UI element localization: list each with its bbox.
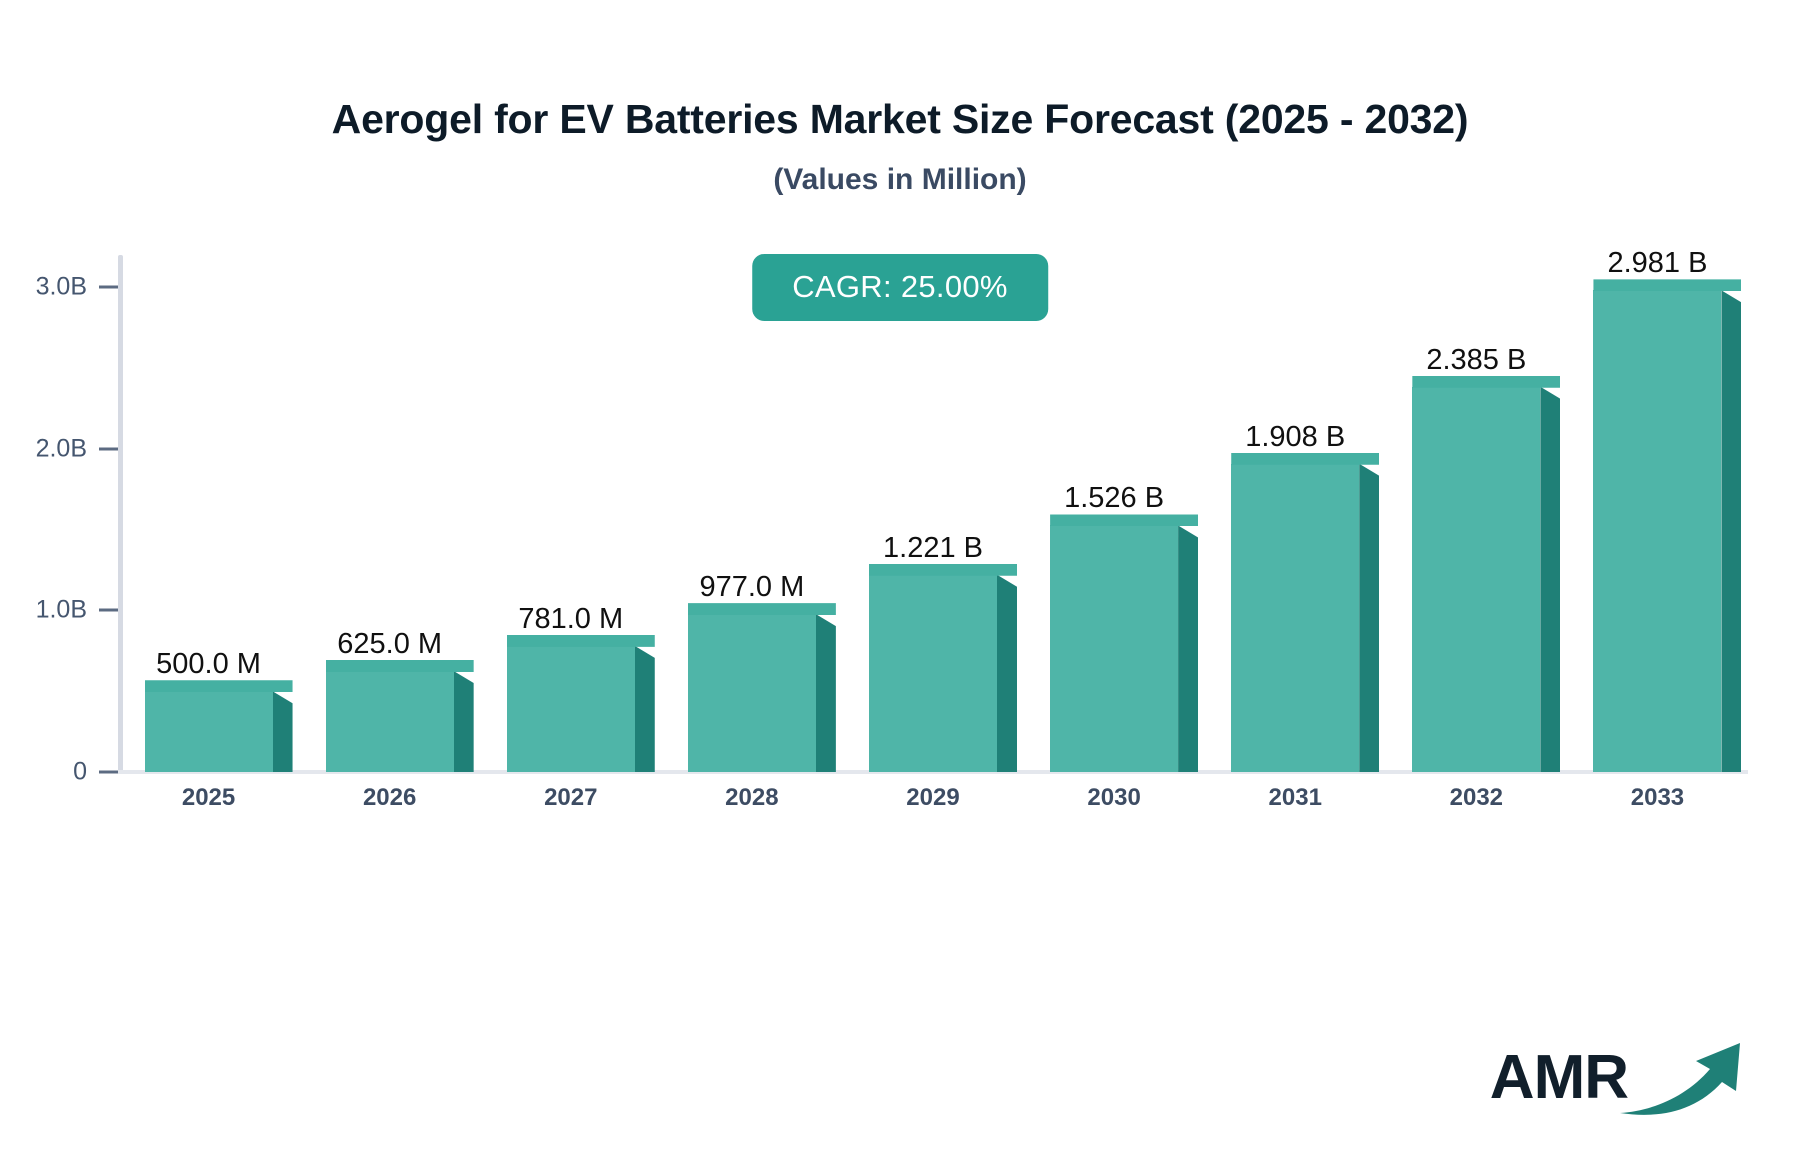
bar: 500.0 M	[144, 648, 293, 772]
bar-front-face	[325, 671, 454, 772]
bar-side-face	[1721, 290, 1742, 772]
plot-area: 500.0 M 625.0 M 781.0 M 977.0 M 1.221 B 1.526…	[36, 247, 1748, 786]
bar-top-face	[1412, 375, 1561, 388]
x-axis-tick-label: 2029	[906, 784, 960, 811]
bar-front-face	[144, 691, 273, 772]
bar-body	[1593, 279, 1742, 772]
bar-value-label: 500.0 M	[156, 648, 261, 681]
chart-title: Aerogel for EV Batteries Market Size For…	[331, 96, 1469, 142]
y-axis-tick-mark	[99, 770, 118, 774]
bar-side-face	[453, 671, 474, 772]
bar-top-face	[687, 603, 836, 616]
y-axis-tick-label: 0	[73, 757, 87, 786]
bar-value-label: 977.0 M	[699, 571, 805, 604]
bar-side-face	[997, 574, 1017, 772]
bar-series: 500.0 M 625.0 M 781.0 M 977.0 M 1.221 B 1.526…	[118, 247, 1748, 772]
chart-subtitle: (Values in Million)	[773, 163, 1027, 196]
bar-top-face	[1593, 279, 1742, 292]
y-axis-tick-mark	[99, 608, 118, 612]
x-axis-tick-label: 2033	[1630, 784, 1685, 811]
bar: 2.385 B	[1412, 344, 1561, 772]
bar-top-face	[1050, 514, 1199, 527]
bar-side-face	[272, 691, 293, 772]
bar-value-label: 2.981 B	[1607, 247, 1708, 280]
bar-front-face	[1412, 386, 1541, 772]
x-axis-tick-label: 2026	[362, 784, 417, 811]
y-axis-tick-label: 1.0B	[35, 595, 87, 624]
bar-top-face	[1231, 452, 1380, 465]
bar-body	[506, 634, 655, 772]
bar-body	[1412, 375, 1561, 772]
bar-body	[1050, 514, 1199, 772]
x-axis-tick-label: 2031	[1268, 784, 1322, 811]
bar-top-face	[506, 634, 655, 647]
bar-side-face	[1540, 386, 1561, 772]
bar-body	[687, 603, 836, 772]
bar-value-label: 2.385 B	[1426, 343, 1527, 376]
bar-top-face	[144, 680, 293, 693]
y-axis-tick: 3.0B	[1, 273, 118, 302]
x-axis-tick-label: 2025	[181, 784, 236, 811]
bar: 977.0 M	[687, 571, 836, 772]
bar-body	[144, 680, 293, 772]
bar-value-label: 625.0 M	[337, 628, 443, 661]
growth-arrow-icon	[1618, 1039, 1748, 1122]
y-axis-tick-mark	[99, 447, 118, 451]
bar: 1.908 B	[1231, 421, 1380, 772]
bar: 781.0 M	[506, 603, 655, 772]
y-axis-tick-label: 2.0B	[35, 434, 87, 463]
bar-body	[325, 660, 474, 772]
bar-top-face	[325, 660, 474, 673]
bar-value-label: 1.221 B	[883, 531, 983, 564]
bar-side-face	[815, 614, 836, 772]
bar-side-face	[1359, 463, 1380, 772]
bar-front-face	[1593, 290, 1722, 772]
bar-side-face	[634, 645, 655, 772]
x-axis-tick-label: 2027	[544, 784, 598, 811]
y-axis-line	[118, 255, 123, 772]
bar: 625.0 M	[325, 628, 474, 772]
bar-value-label: 781.0 M	[518, 602, 624, 635]
bar-front-face	[506, 645, 635, 772]
bar-front-face	[1050, 525, 1179, 772]
bar-front-face	[687, 614, 816, 772]
y-axis-tick-mark	[99, 285, 118, 289]
bar-body	[869, 563, 1017, 772]
amr-logo: AMR	[1490, 1039, 1748, 1116]
logo-text: AMR	[1489, 1042, 1629, 1112]
bar-front-face	[869, 574, 997, 772]
bar: 2.981 B	[1593, 247, 1742, 772]
bar-front-face	[1231, 463, 1360, 772]
bar-value-label: 1.908 B	[1245, 420, 1346, 453]
x-axis-tick-label: 2030	[1087, 784, 1141, 811]
bar-value-label: 1.526 B	[1064, 482, 1165, 515]
x-axis-tick-label: 2028	[725, 784, 779, 811]
y-axis-tick: 0	[1, 758, 118, 787]
y-axis-tick: 2.0B	[1, 434, 118, 463]
bar: 1.526 B	[1050, 482, 1199, 772]
x-axis-tick-label: 2032	[1449, 784, 1504, 811]
y-axis-tick: 1.0B	[1, 596, 118, 625]
bar-side-face	[1178, 525, 1199, 772]
y-axis-tick-label: 3.0B	[35, 272, 87, 301]
cagr-badge: CAGR: 25.00%	[752, 254, 1048, 321]
bar-body	[1231, 452, 1380, 772]
x-axis-line	[118, 770, 1748, 774]
bar-top-face	[869, 563, 1017, 576]
bar: 1.221 B	[869, 532, 1017, 772]
